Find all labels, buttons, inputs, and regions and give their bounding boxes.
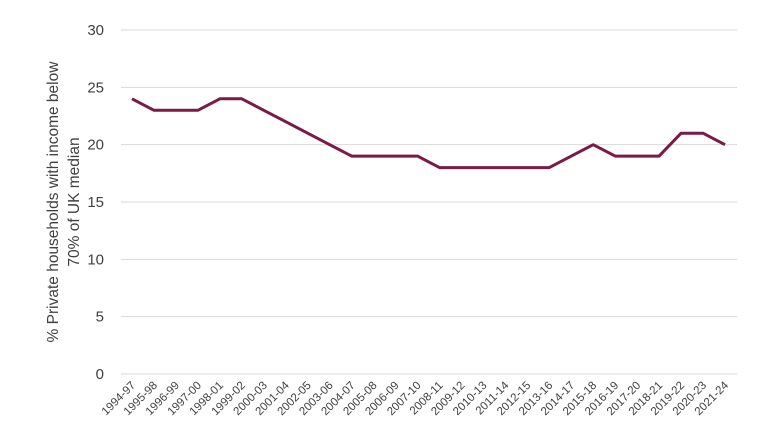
y-axis-label-line: % Private households with income below bbox=[45, 61, 62, 343]
y-tick-label: 5 bbox=[96, 309, 104, 326]
y-axis-ticks: 0 5 10 15 20 25 30 bbox=[87, 22, 104, 383]
series-line bbox=[131, 97, 726, 170]
y-tick-label: 0 bbox=[96, 366, 104, 383]
data-series bbox=[131, 97, 726, 170]
y-tick-label: 30 bbox=[87, 22, 104, 39]
x-axis-ticks: 1994-971995-981996-991997-001998-011999-… bbox=[100, 379, 732, 418]
y-tick-label: 10 bbox=[87, 251, 104, 268]
y-axis-label-line: 70% of UK median bbox=[66, 137, 83, 266]
y-axis-label: % Private households with income below 70… bbox=[45, 61, 83, 343]
gridlines bbox=[121, 29, 737, 375]
y-tick-label: 15 bbox=[87, 194, 104, 211]
y-tick-label: 20 bbox=[87, 137, 104, 154]
y-tick-label: 25 bbox=[87, 79, 104, 96]
